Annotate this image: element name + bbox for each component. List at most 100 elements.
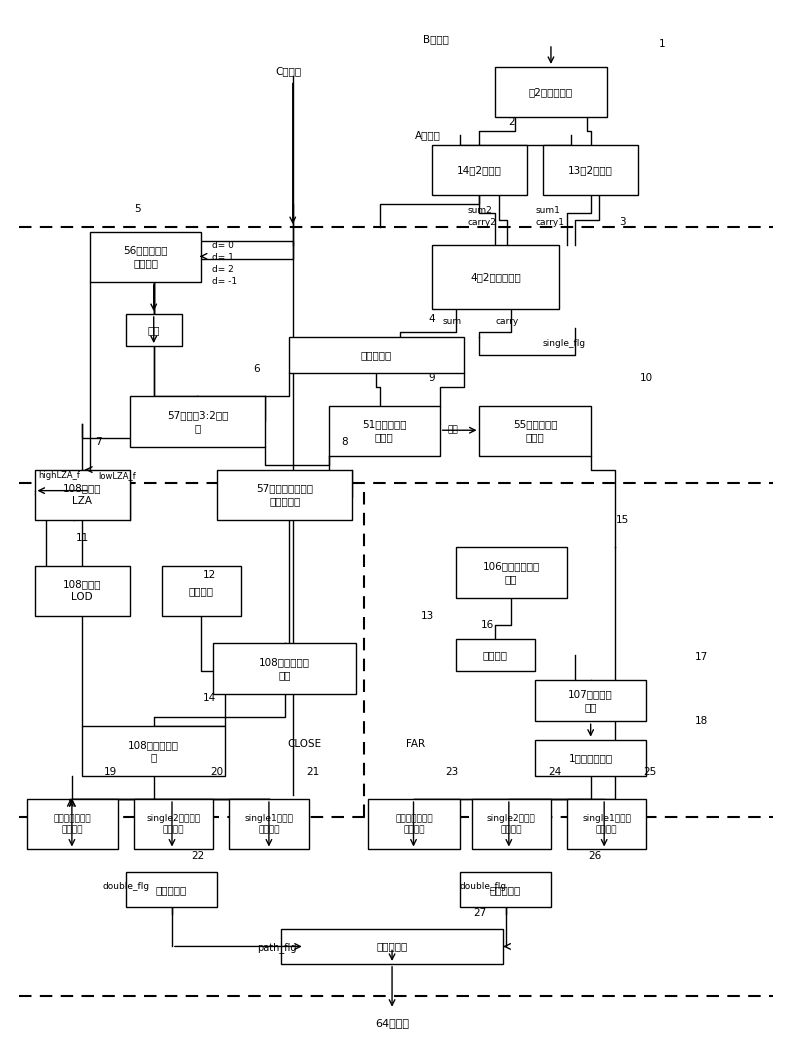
Text: 4: 4 (429, 314, 435, 323)
Text: 进位: 进位 (447, 426, 458, 434)
Text: double_flg: double_flg (102, 881, 150, 891)
Text: 57位复用双加器和
取反双加器: 57位复用双加器和 取反双加器 (256, 484, 314, 506)
Text: 12: 12 (202, 570, 216, 580)
Text: 1: 1 (659, 39, 666, 49)
Text: 27: 27 (473, 907, 486, 918)
FancyBboxPatch shape (126, 314, 182, 346)
FancyBboxPatch shape (289, 337, 463, 373)
FancyBboxPatch shape (218, 470, 352, 520)
Text: 26: 26 (588, 851, 602, 861)
FancyBboxPatch shape (471, 799, 551, 850)
Text: 13: 13 (421, 611, 434, 621)
Text: 4：2压缩复合树: 4：2压缩复合树 (470, 273, 521, 282)
Text: 108位复用
LOD: 108位复用 LOD (63, 580, 102, 602)
FancyBboxPatch shape (368, 799, 459, 850)
Text: 15: 15 (616, 515, 629, 524)
Text: d= 0: d= 0 (212, 241, 234, 250)
Text: 51位加法器和
补码器: 51位加法器和 补码器 (362, 420, 406, 442)
Text: 107位复用平
加器: 107位复用平 加器 (568, 689, 613, 712)
Text: A的尾数: A的尾数 (415, 130, 441, 141)
Text: d= 2: d= 2 (212, 264, 234, 274)
Text: CLOSE: CLOSE (288, 740, 322, 749)
Text: 55位加法器和
补码器: 55位加法器和 补码器 (513, 420, 558, 442)
Text: 9: 9 (429, 373, 435, 383)
FancyBboxPatch shape (432, 145, 527, 195)
FancyBboxPatch shape (26, 799, 118, 850)
Text: carry: carry (496, 317, 519, 326)
Text: double_flg: double_flg (460, 881, 507, 891)
Text: 13：2压缩树: 13：2压缩树 (568, 165, 613, 175)
FancyBboxPatch shape (90, 232, 202, 282)
Text: 第四选择器: 第四选择器 (377, 941, 408, 951)
Text: highLZA_f: highLZA_f (38, 471, 81, 480)
Text: 8: 8 (341, 437, 348, 447)
Text: sum1: sum1 (535, 206, 560, 215)
Text: 7: 7 (94, 437, 102, 447)
Text: 11: 11 (75, 533, 89, 543)
Text: 基2布斯新编码: 基2布斯新编码 (529, 87, 573, 97)
Text: 22: 22 (190, 851, 204, 861)
Text: 64位结果: 64位结果 (375, 1019, 409, 1028)
Text: 57位复用3:2压缩
树: 57位复用3:2压缩 树 (166, 410, 228, 433)
Text: 5: 5 (134, 204, 141, 214)
Text: path_flg: path_flg (257, 942, 297, 952)
Text: 108位复用
LZA: 108位复用 LZA (63, 484, 102, 506)
Text: 第二选择器: 第二选择器 (156, 884, 187, 895)
FancyBboxPatch shape (543, 145, 638, 195)
FancyBboxPatch shape (281, 929, 503, 964)
FancyBboxPatch shape (535, 680, 646, 722)
FancyBboxPatch shape (229, 799, 309, 850)
Text: single_flg: single_flg (543, 339, 586, 348)
Text: sum: sum (442, 317, 462, 326)
Text: 2: 2 (508, 116, 514, 127)
FancyBboxPatch shape (567, 799, 646, 850)
Text: B的尾数: B的尾数 (423, 35, 449, 44)
Text: 16: 16 (481, 620, 494, 630)
FancyBboxPatch shape (214, 643, 356, 693)
Text: 符号检测: 符号检测 (189, 585, 214, 596)
Text: 14：2压缩树: 14：2压缩树 (457, 165, 502, 175)
FancyBboxPatch shape (495, 67, 606, 117)
Text: 3: 3 (619, 217, 626, 228)
Text: 25: 25 (644, 767, 657, 776)
Text: d= 1: d= 1 (212, 253, 234, 262)
FancyBboxPatch shape (479, 406, 590, 456)
FancyBboxPatch shape (130, 397, 265, 447)
Text: 108位复用移位
器: 108位复用移位 器 (128, 740, 179, 763)
FancyBboxPatch shape (329, 406, 440, 456)
Text: d= -1: d= -1 (212, 277, 237, 285)
Text: 24: 24 (548, 767, 562, 776)
Text: C的尾数: C的尾数 (276, 66, 302, 77)
Text: 取反: 取反 (147, 325, 160, 335)
Text: 第一选择器: 第一选择器 (361, 350, 392, 360)
FancyBboxPatch shape (34, 565, 130, 616)
FancyBboxPatch shape (134, 799, 214, 850)
Text: single1合入和
规格单元: single1合入和 规格单元 (582, 814, 631, 834)
Text: carry1: carry1 (535, 218, 564, 227)
Text: 14: 14 (202, 693, 216, 704)
Text: 56位宽复用对
齐移位器: 56位宽复用对 齐移位器 (123, 245, 168, 267)
FancyBboxPatch shape (34, 470, 130, 520)
Text: 10: 10 (640, 373, 653, 383)
FancyBboxPatch shape (535, 740, 646, 776)
Text: sum2: sum2 (467, 206, 492, 215)
FancyBboxPatch shape (456, 548, 567, 598)
Text: single2合入和规
格化单元: single2合入和规 格化单元 (146, 814, 201, 834)
Text: 21: 21 (306, 767, 319, 776)
FancyBboxPatch shape (459, 873, 551, 907)
Text: 19: 19 (103, 767, 117, 776)
FancyBboxPatch shape (432, 245, 559, 309)
Text: 第三选择器: 第三选择器 (490, 884, 521, 895)
Text: 17: 17 (695, 652, 709, 662)
Text: carry2: carry2 (467, 218, 497, 227)
Text: 1位规格化单元: 1位规格化单元 (569, 753, 613, 763)
Text: lowLZA_f: lowLZA_f (98, 471, 136, 480)
Text: 20: 20 (210, 767, 224, 776)
Text: 取反电路: 取反电路 (483, 650, 508, 660)
Text: 108位复用选择
电路: 108位复用选择 电路 (259, 658, 310, 680)
Text: 23: 23 (445, 767, 458, 776)
FancyBboxPatch shape (82, 726, 226, 776)
Text: FAR: FAR (406, 740, 426, 749)
Text: 双精度合入和规
格化单元: 双精度合入和规 格化单元 (395, 814, 433, 834)
Text: single2合入和
规格单元: single2合入和 规格单元 (487, 814, 535, 834)
